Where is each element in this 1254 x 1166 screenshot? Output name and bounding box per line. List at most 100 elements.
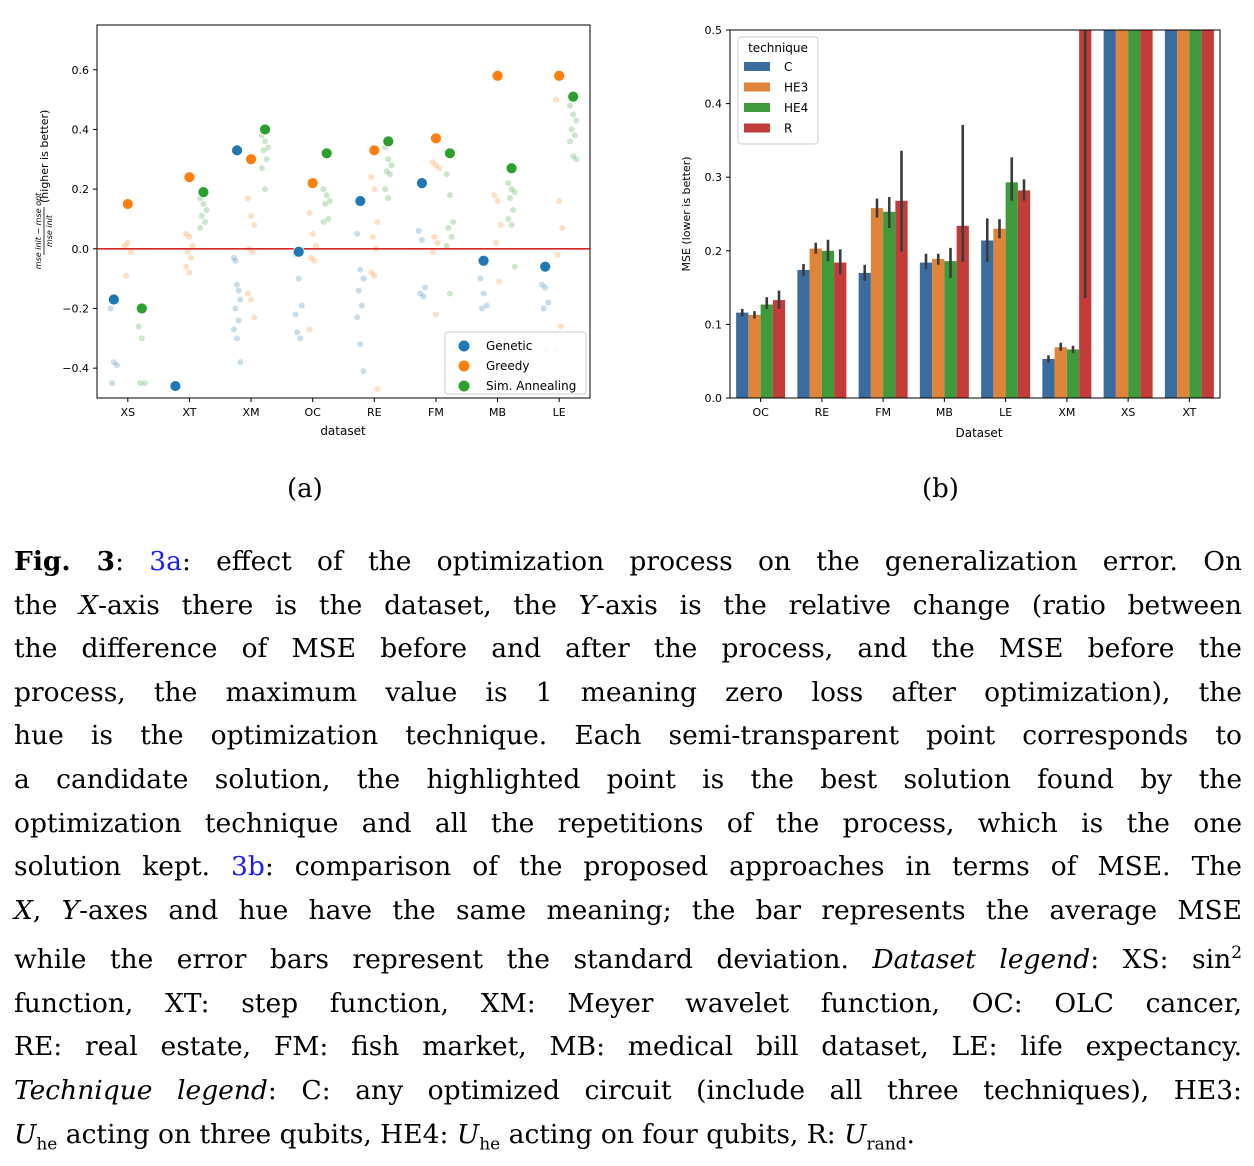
bar-chart: 0.0 0.1 0.2 0.3 0.4 0.5 OC RE FM MB LE XM XS XT Data… [680,24,1221,440]
x-tick-label: LE [999,406,1012,419]
candidate-point [263,156,270,163]
candidate-point [491,192,498,199]
candidate-point [358,302,365,309]
candidate-point [371,272,378,279]
y-tick-label: 0.0 [705,392,723,405]
x-axis-label: dataset [320,424,366,438]
candidate-point [542,284,549,291]
legend-marker [458,360,470,372]
candidate-point [369,233,376,240]
bar [956,225,969,398]
candidate-point [557,323,564,330]
candidate-point [417,290,424,297]
legend-label: R [784,122,792,136]
candidate-point [248,296,255,303]
legend-marker [458,380,470,392]
candidate-point [374,218,381,225]
candidate-point [383,168,390,175]
candidate-point [237,296,244,303]
candidate-point [123,272,130,279]
y-tick-label: 0.2 [72,183,90,196]
candidate-point [200,201,207,208]
candidate-point [235,317,242,324]
bar [1128,30,1141,398]
candidate-point [357,266,364,273]
candidate-point [368,174,375,181]
candidate-point [128,248,135,255]
bar [760,304,773,398]
candidate-point [506,195,513,202]
y-tick-label: 0.5 [705,24,723,37]
ref-link-3b[interactable]: 3b [231,851,265,883]
candidate-point [415,227,422,234]
candidate-point [545,299,552,306]
candidate-point [511,263,518,270]
candidate-point [360,275,367,282]
bar [895,200,908,398]
candidate-point [494,198,501,205]
candidate-point [505,180,512,187]
x-tick-label: OC [752,406,769,419]
best-point [553,69,566,82]
legend-label: HE4 [784,101,808,115]
best-point [444,147,456,160]
y-tick-label: 0.1 [705,318,723,331]
candidate-point [262,186,269,193]
candidate-point [382,186,389,193]
candidate-point [418,236,425,243]
best-point [306,177,319,190]
bar [748,314,761,398]
candidate-point [559,224,566,231]
candidate-point [374,386,381,393]
candidate-point [237,359,244,366]
x-tick-label: RE [367,406,382,419]
candidate-point [385,195,392,202]
best-point [121,198,134,210]
y-tick-label: 0.4 [72,123,90,136]
candidate-point [429,248,436,255]
candidate-point [443,242,450,249]
candidate-point [265,144,272,151]
bar [981,240,994,398]
x-tick-label: XT [182,406,196,419]
y-axis-label: MSE (lower is better) [680,156,693,271]
candidate-point [554,251,561,258]
best-point [259,123,271,136]
legend-label: HE3 [784,81,808,95]
candidate-point [556,198,563,205]
candidate-point [480,290,487,297]
bar [834,262,847,398]
candidate-point [388,162,395,169]
candidate-point [357,341,364,348]
best-point [491,69,504,82]
bar [797,269,810,398]
candidate-point [566,138,573,145]
candidate-point [573,117,580,124]
candidate-point [538,281,545,288]
candidate-point [446,192,453,199]
bar [993,228,1006,398]
bar [1042,358,1055,398]
best-point [245,153,257,166]
candidate-point [232,257,239,264]
candidate-point [198,212,205,219]
x-tick-label: RE [815,406,830,419]
best-point [320,147,333,160]
x-tick-label: MB [936,406,953,419]
candidate-point [202,218,209,225]
candidate-point [234,281,241,288]
y-tick-label: 0.4 [705,98,723,111]
x-tick-label: MB [489,406,506,419]
candidate-point [432,311,439,318]
legend-swatch [744,123,770,133]
candidate-point [251,221,258,228]
candidate-point [573,156,580,163]
scatter-chart: −0.4 −0.2 0.0 0.2 0.4 0.6 XS XT XM OC RE FM MB LE da… [34,24,591,438]
candidate-point [309,230,316,237]
ref-link-3a[interactable]: 3a [149,546,182,577]
figure-number: Fig. 3 [14,546,116,577]
best-point [382,135,395,148]
bar [1005,182,1018,398]
bar [1177,30,1190,398]
bar [883,211,896,398]
